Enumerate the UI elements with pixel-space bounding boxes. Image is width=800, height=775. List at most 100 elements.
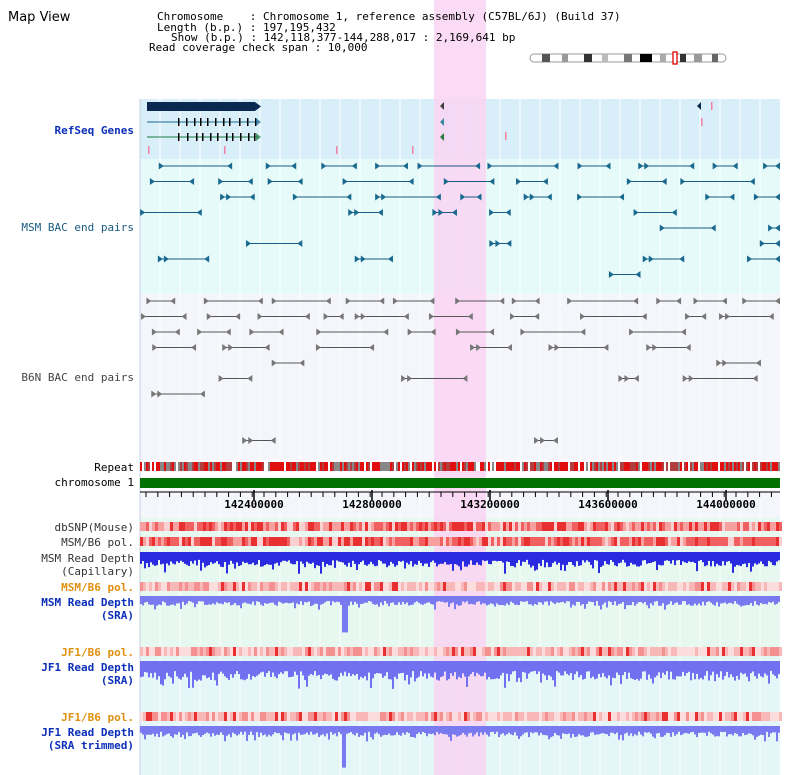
- polymorphism-mark: [671, 712, 674, 721]
- polymorphism-mark: [239, 712, 242, 721]
- polymorphism-mark: [713, 647, 716, 656]
- polymorphism-mark: [242, 647, 245, 656]
- polymorphism-mark: [731, 712, 734, 721]
- polymorphism-mark: [644, 537, 647, 546]
- polymorphism-mark: [224, 647, 227, 656]
- read-depth-bar: [696, 661, 698, 674]
- polymorphism-mark: [602, 647, 605, 656]
- read-depth-bar: [264, 661, 266, 677]
- gene-exon: [254, 133, 256, 141]
- read-depth-bar: [370, 726, 372, 738]
- repeat-mark: [488, 462, 490, 471]
- bac-end: [299, 359, 305, 367]
- polymorphism-mark: [623, 647, 626, 656]
- read-depth-bar: [778, 552, 780, 561]
- bac-end: [151, 390, 157, 398]
- read-depth-bar: [724, 552, 726, 566]
- read-depth-bar: [228, 726, 230, 735]
- repeat-mark: [668, 462, 670, 471]
- read-depth-bar: [184, 552, 186, 564]
- read-depth-bar: [368, 661, 370, 673]
- bac-end: [742, 297, 748, 305]
- read-depth-bar: [198, 596, 200, 602]
- polymorphism-mark: [728, 647, 731, 656]
- bac-end: [292, 193, 298, 201]
- msm-bac-label[interactable]: MSM BAC end pairs: [21, 221, 134, 234]
- polymorphism-mark: [395, 647, 398, 656]
- read-depth-bar: [482, 661, 484, 677]
- gene-marker: [440, 102, 444, 110]
- read-depth-bar: [468, 596, 470, 605]
- refseq-genes-label[interactable]: RefSeq Genes: [54, 124, 134, 137]
- read-depth-bar: [614, 661, 616, 679]
- read-depth-bar: [258, 726, 260, 737]
- polymorphism-mark: [464, 582, 467, 591]
- polymorphism-mark: [302, 537, 305, 546]
- polymorphism-mark: [158, 582, 161, 591]
- polymorphism-mark: [386, 712, 389, 721]
- repeat-mark: [424, 462, 426, 471]
- read-depth-bar: [630, 596, 632, 606]
- read-depth-bar: [422, 552, 424, 566]
- polymorphism-mark: [536, 537, 539, 546]
- read-depth-bar: [542, 726, 544, 735]
- repeat-mark: [486, 462, 488, 471]
- bac-end: [462, 375, 468, 382]
- read-depth-bar: [484, 661, 486, 673]
- polymorphism-mark: [284, 582, 287, 591]
- highlight-region[interactable]: [434, 0, 486, 775]
- read-depth-bar: [260, 596, 262, 605]
- read-depth-bar: [272, 726, 274, 735]
- repeat-mark: [416, 462, 418, 471]
- read-depth-bar: [458, 661, 460, 677]
- bac-end: [246, 240, 252, 247]
- read-depth-bar: [460, 552, 462, 571]
- polymorphism-mark: [650, 712, 653, 721]
- polymorphism-mark: [335, 582, 338, 591]
- polymorphism-mark: [584, 647, 587, 656]
- chromosome-ideogram[interactable]: [528, 51, 730, 65]
- read-depth-bar: [176, 661, 178, 677]
- read-depth-bar: [190, 661, 192, 672]
- polymorphism-mark: [458, 537, 461, 546]
- polymorphism-mark: [200, 582, 203, 591]
- polymorphism-mark: [494, 537, 497, 546]
- polymorphism-mark: [341, 582, 344, 591]
- bac-end: [204, 255, 210, 263]
- read-depth-bar: [720, 661, 722, 672]
- polymorphism-mark: [431, 647, 434, 656]
- read-depth-bar: [294, 661, 296, 672]
- read-depth-bar: [622, 596, 624, 603]
- read-depth-bar: [600, 596, 602, 610]
- polymorphism-mark: [350, 647, 353, 656]
- read-depth-bar: [774, 552, 776, 566]
- read-depth-bar: [472, 661, 474, 672]
- read-depth-bar: [278, 596, 280, 602]
- polymorphism-mark: [203, 537, 206, 546]
- read-depth-bar: [584, 552, 586, 563]
- repeat-mark: [212, 462, 214, 471]
- read-depth-bar: [446, 726, 448, 735]
- polymorphism-mark: [656, 537, 659, 546]
- repeat-mark: [748, 462, 750, 471]
- read-depth-bar: [362, 661, 364, 679]
- read-depth-bar: [326, 661, 328, 675]
- bac-end: [721, 297, 727, 305]
- read-depth-bar: [220, 596, 222, 604]
- read-depth-bar: [538, 596, 540, 603]
- read-depth-bar: [664, 596, 666, 610]
- repeat-mark: [758, 462, 760, 471]
- polymorphism-mark: [416, 712, 419, 721]
- read-depth-bar: [612, 661, 614, 678]
- polymorphism-mark: [413, 647, 416, 656]
- polymorphism-mark: [449, 582, 452, 591]
- read-depth-bar: [508, 661, 510, 682]
- read-depth-bar: [176, 552, 178, 562]
- read-depth-bar: [392, 552, 394, 564]
- read-depth-bar: [344, 596, 346, 633]
- repeat-mark: [398, 462, 400, 471]
- polymorphism-mark: [434, 647, 437, 656]
- read-depth-bar: [294, 552, 296, 565]
- b6n-bac-label[interactable]: B6N BAC end pairs: [21, 371, 134, 384]
